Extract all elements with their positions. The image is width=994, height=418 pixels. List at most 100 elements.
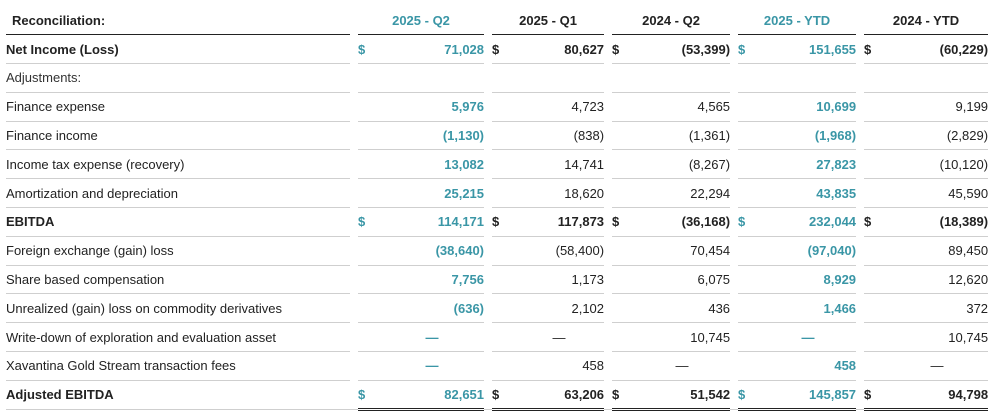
cell-value: 145,857 [760, 379, 857, 411]
row-label-ebitda: EBITDA [6, 207, 350, 237]
cell-value: 151,655 [760, 34, 857, 65]
cell-value: 27,823 [760, 149, 857, 180]
cell-value: 1,173 [514, 265, 605, 295]
cell-value: 9,199 [886, 92, 989, 122]
cell-value: 6,075 [634, 265, 731, 295]
cell-value: (8,267) [634, 149, 731, 180]
cell-value: 458 [760, 351, 857, 381]
cell-value: 372 [886, 293, 989, 324]
reconciliation-table: Reconciliation: 2025 - Q2 2025 - Q1 2024… [6, 6, 989, 411]
table-row: Finance income (1,130) (838) (1,361) (1,968)… [6, 121, 989, 151]
table-row: Unrealized (gain) loss on commodity deri… [6, 293, 989, 324]
cell-value: 89,450 [886, 236, 989, 266]
cell-value: (38,640) [380, 236, 485, 266]
cell-value: — [634, 351, 731, 381]
table-row: Write-down of exploration and evaluation… [6, 322, 989, 353]
row-label-net-income-loss: Net Income (Loss) [6, 34, 350, 65]
cell-value: — [380, 351, 485, 381]
col-header-2025-q2: 2025 - Q2 [358, 6, 485, 36]
cell-value: 436 [634, 293, 731, 324]
currency-symbol: $ [492, 379, 515, 411]
cell-value: 13,082 [380, 149, 485, 180]
currency-symbol: $ [864, 379, 887, 411]
col-header-2024-ytd: 2024 - YTD [864, 6, 989, 36]
cell-value: 43,835 [760, 178, 857, 209]
table-row: Finance expense 5,976 4,723 4,565 10,699 9,19… [6, 92, 989, 122]
cell-value: 232,044 [760, 207, 857, 237]
cell-value: — [760, 322, 857, 353]
currency-symbol: $ [738, 379, 761, 411]
row-label-xavantina-gold-stream-transaction-fees: Xavantina Gold Stream transaction fees [6, 351, 350, 381]
cell-value: — [380, 322, 485, 353]
table-row: EBITDA $114,171 $117,873 $ (36,168) $232,044 $… [6, 207, 989, 237]
table-row: Share based compensation 7,756 1,173 6,075 8… [6, 265, 989, 295]
cell-value: (58,400) [514, 236, 605, 266]
currency-symbol: $ [864, 207, 887, 237]
cell-value: (18,389) [886, 207, 989, 237]
cell-value: (10,120) [886, 149, 989, 180]
cell-value: (2,829) [886, 121, 989, 151]
table-row: Adjustments: [6, 63, 989, 93]
cell-value: 71,028 [380, 34, 485, 65]
row-label-finance-income: Finance income [6, 121, 350, 151]
cell-value: — [886, 351, 989, 381]
cell-value: 45,590 [886, 178, 989, 209]
cell-value: 25,215 [380, 178, 485, 209]
cell-value: 82,651 [380, 379, 485, 411]
col-header-2025-q1: 2025 - Q1 [492, 6, 605, 36]
currency-symbol: $ [612, 207, 635, 237]
cell-value: (636) [380, 293, 485, 324]
cell-value: 18,620 [514, 178, 605, 209]
table-row: Amortization and depreciation 25,215 18,62… [6, 178, 989, 209]
row-label-adjustments: Adjustments: [6, 63, 350, 93]
currency-symbol: $ [738, 34, 761, 65]
table-row: Income tax expense (recovery) 13,082 14,74… [6, 149, 989, 180]
cell-value: 14,741 [514, 149, 605, 180]
cell-value: (1,968) [760, 121, 857, 151]
currency-symbol: $ [492, 207, 515, 237]
cell-value: 80,627 [514, 34, 605, 65]
row-label-amortization-and-depreciation: Amortization and depreciation [6, 178, 350, 209]
cell-value: 10,699 [760, 92, 857, 122]
cell-value: 7,756 [380, 265, 485, 295]
cell-value: 10,745 [634, 322, 731, 353]
cell-value: (1,361) [634, 121, 731, 151]
cell-value: (97,040) [760, 236, 857, 266]
row-label-income-tax-expense-recovery: Income tax expense (recovery) [6, 149, 350, 180]
cell-value: 2,102 [514, 293, 605, 324]
cell-value: 94,798 [886, 379, 989, 411]
col-header-2024-q2: 2024 - Q2 [612, 6, 731, 36]
table-row: Xavantina Gold Stream transaction fees — 4… [6, 351, 989, 381]
table-row: Adjusted EBITDA $82,651 $63,206 $51,542 $145… [6, 379, 989, 411]
row-label-finance-expense: Finance expense [6, 92, 350, 122]
cell-value: (1,130) [380, 121, 485, 151]
currency-symbol: $ [612, 379, 635, 411]
cell-value: 4,565 [634, 92, 731, 122]
header-row: Reconciliation: 2025 - Q2 2025 - Q1 2024… [6, 6, 989, 36]
cell-value: 70,454 [634, 236, 731, 266]
currency-symbol: $ [492, 34, 515, 65]
row-label-foreign-exchange-gain-loss: Foreign exchange (gain) loss [6, 236, 350, 266]
reconciliation-header: Reconciliation: [6, 6, 350, 36]
row-label-adjusted-ebitda: Adjusted EBITDA [6, 380, 350, 410]
currency-symbol: $ [864, 34, 887, 65]
cell-value: 4,723 [514, 92, 605, 122]
cell-value: 12,620 [886, 265, 989, 295]
cell-value: 114,171 [380, 207, 485, 237]
cell-value: 51,542 [634, 379, 731, 411]
cell-value: (36,168) [634, 207, 731, 237]
currency-symbol: $ [358, 34, 380, 65]
cell-value: — [514, 322, 605, 353]
col-header-2025-ytd: 2025 - YTD [738, 6, 857, 36]
cell-value: 1,466 [760, 293, 857, 324]
table-row: Foreign exchange (gain) loss (38,640) (58,… [6, 236, 989, 266]
currency-symbol: $ [358, 379, 380, 411]
cell-value: (838) [514, 121, 605, 151]
cell-value: 10,745 [886, 322, 989, 353]
cell-value: 22,294 [634, 178, 731, 209]
currency-symbol: $ [612, 34, 635, 65]
cell-value: (60,229) [886, 34, 989, 65]
table-row: Net Income (Loss) $71,028 $80,627 $ (53,399)… [6, 34, 989, 65]
cell-value: 8,929 [760, 265, 857, 295]
row-label-unrealized-gain-loss-on-commodity-derivatives: Unrealized (gain) loss on commodity deri… [6, 293, 350, 324]
